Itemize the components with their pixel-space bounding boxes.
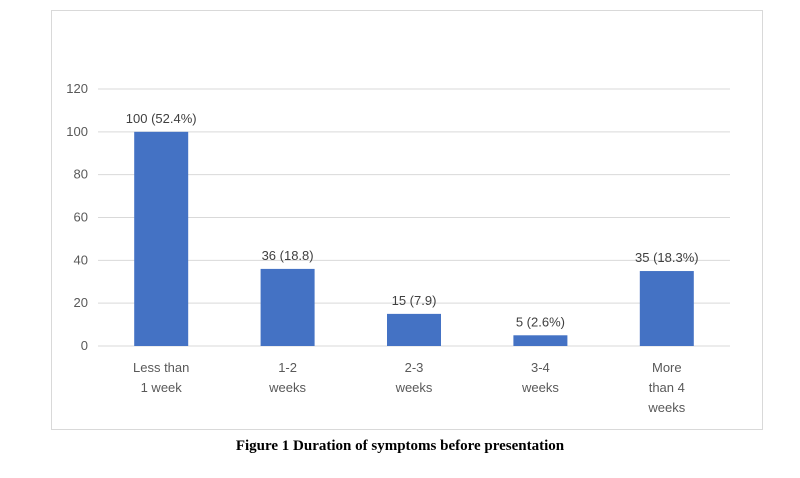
y-tick-label-40: 40 (74, 252, 88, 267)
y-tick-label-100: 100 (66, 124, 88, 139)
duration-bar-chart: 0 20 40 60 80 100 120 100 (52.4%) 36 (18.8) 15 (… (66, 81, 730, 415)
data-label-5: 35 (18.3%) (635, 250, 699, 265)
bar-2 (260, 268, 315, 346)
gridlines (98, 88, 730, 347)
category-labels: Less than 1 week 1-2 weeks 2-3 weeks 3-4 weeks M… (133, 360, 686, 415)
category-label-4: 3-4 weeks (521, 360, 559, 395)
category-label-5: More than 4 weeks (647, 360, 685, 415)
data-label-4: 5 (2.6%) (516, 314, 565, 329)
y-axis-ticks: 0 20 40 60 80 100 120 (66, 81, 88, 353)
category-label-3: 2-3 weeks (395, 360, 433, 395)
data-label-3: 15 (7.9) (392, 293, 437, 308)
data-label-1: 100 (52.4%) (126, 111, 197, 126)
data-labels: 100 (52.4%) 36 (18.8) 15 (7.9) 5 (2.6%) 35 (… (126, 111, 699, 329)
category-label-2: 1-2 weeks (268, 360, 306, 395)
bars (134, 131, 694, 346)
y-tick-label-20: 20 (74, 295, 88, 310)
bar-5 (639, 271, 694, 346)
bar-4 (513, 335, 568, 346)
y-tick-label-0: 0 (81, 338, 88, 353)
y-tick-label-80: 80 (74, 167, 88, 182)
y-tick-label-60: 60 (74, 210, 88, 225)
data-label-2: 36 (18.8) (262, 248, 314, 263)
category-label-1: Less than 1 week (133, 360, 189, 395)
bar-3 (387, 313, 441, 346)
y-tick-label-120: 120 (66, 81, 88, 96)
figure-caption: Figure 1 Duration of symptoms before pre… (235, 438, 565, 454)
bar-1 (134, 131, 189, 346)
